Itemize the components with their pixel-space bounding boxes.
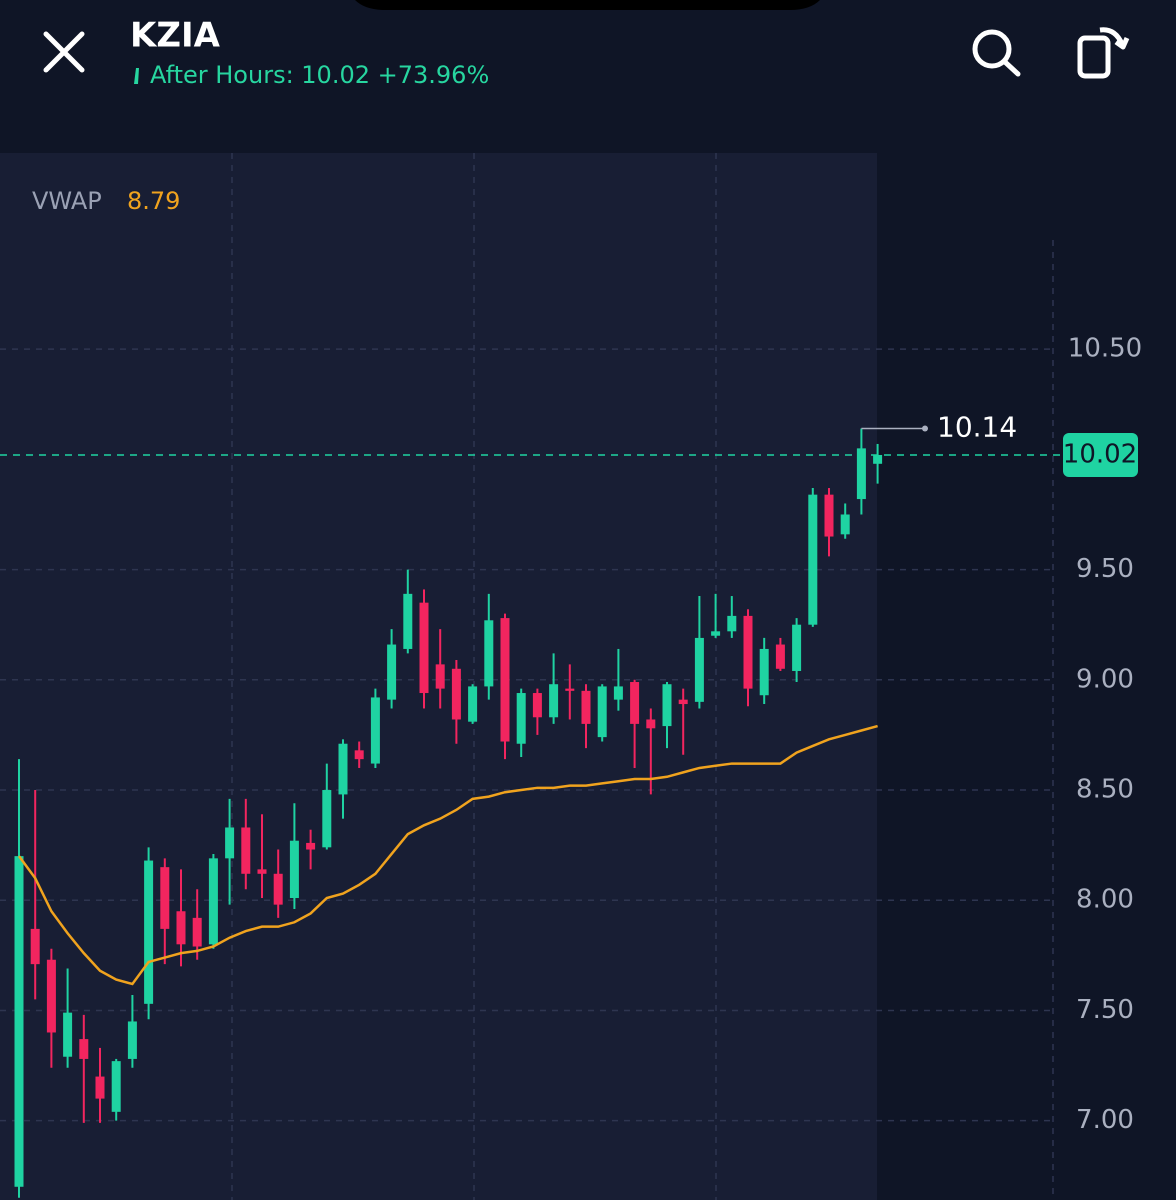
candle-body — [873, 454, 883, 464]
candle-body — [435, 664, 445, 689]
candle-body — [743, 615, 753, 689]
candle-body — [46, 959, 56, 1033]
candle-body — [759, 648, 769, 696]
candle-body — [694, 637, 704, 702]
status-icon — [134, 68, 139, 84]
last-price-tag — [1063, 432, 1138, 477]
rotate-button[interactable] — [1077, 27, 1130, 79]
candle-body — [613, 686, 623, 700]
candle-body — [597, 686, 607, 738]
candle-body — [289, 840, 299, 899]
candle-body — [208, 858, 218, 945]
candle-body — [30, 928, 40, 965]
candle-body — [646, 719, 656, 729]
candle-body — [306, 842, 316, 850]
vwap-line — [17, 724, 878, 986]
candle-body — [192, 917, 202, 947]
candle-body — [549, 684, 559, 718]
candle-body — [95, 1076, 105, 1099]
candle-body — [678, 699, 688, 705]
candle-body — [354, 750, 364, 760]
candle-body — [273, 873, 283, 905]
candle-body — [241, 827, 251, 874]
vertical-grid — [231, 153, 1054, 1200]
candle-body — [630, 682, 640, 724]
candle-body — [727, 615, 737, 632]
candle-body — [662, 684, 672, 727]
candle-body — [532, 693, 542, 718]
candle-body — [808, 494, 818, 625]
candle-body — [322, 790, 332, 848]
candle-body — [144, 860, 154, 1004]
ticker: KZIA — [130, 16, 221, 56]
candle-body — [111, 1061, 121, 1112]
y-tick-label: 8.50 — [1076, 775, 1134, 805]
high-marker-label: 10.14 — [937, 411, 1017, 444]
y-tick-label: 9.50 — [1076, 554, 1134, 584]
candle-body — [338, 743, 348, 795]
after-hours-status: After Hours: 10.02 +73.96% — [150, 61, 489, 89]
indicator-name: VWAP — [32, 187, 102, 215]
y-tick-label: 7.50 — [1076, 995, 1134, 1025]
candle-body — [225, 827, 235, 859]
candle-body — [581, 690, 591, 724]
candle-body — [824, 494, 834, 537]
candle-body — [160, 867, 170, 929]
y-tick-label: 9.00 — [1076, 664, 1134, 694]
candle-body — [79, 1039, 89, 1059]
candle-body — [419, 602, 429, 694]
candle-body — [565, 688, 575, 691]
high-marker-dot — [922, 425, 928, 432]
y-tick-label: 8.00 — [1076, 885, 1134, 915]
candle-body — [387, 644, 397, 700]
candle-body — [63, 1012, 73, 1057]
candle-body — [500, 618, 510, 742]
candle-body — [403, 593, 413, 649]
candle-body — [127, 1021, 137, 1059]
candle-body — [257, 869, 267, 874]
search-button[interactable] — [972, 29, 1021, 77]
candle-body — [484, 620, 494, 687]
candle-body — [516, 693, 526, 744]
candle-body — [856, 448, 866, 500]
y-tick-label: 10.50 — [1068, 334, 1142, 364]
last-price-label: 10.02 — [1063, 439, 1137, 469]
close-button[interactable] — [43, 31, 85, 73]
candle-body — [468, 686, 478, 722]
candle-body — [840, 514, 850, 535]
candle-body — [775, 644, 785, 669]
notch — [355, 0, 820, 10]
candle-body — [451, 668, 461, 720]
candle-body — [14, 856, 24, 1187]
candle-body — [176, 911, 186, 945]
y-tick-label: 7.00 — [1076, 1105, 1134, 1135]
candle-body — [370, 697, 380, 764]
candle-body — [792, 624, 802, 671]
candle-body — [711, 631, 721, 636]
indicator-value: 8.79 — [127, 187, 180, 215]
